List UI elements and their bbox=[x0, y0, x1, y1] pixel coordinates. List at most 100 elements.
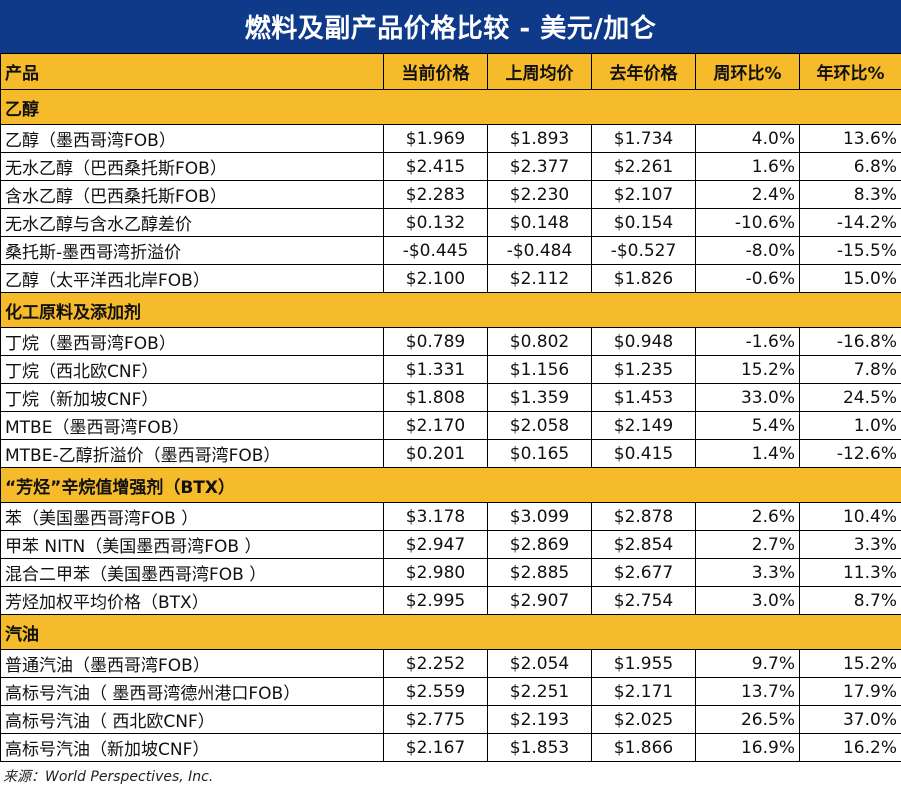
table-row: 无水乙醇与含水乙醇差价 $0.132 $0.148 $0.154 -10.6% -14.2… bbox=[0, 208, 901, 237]
table-row: 苯（美国墨西哥湾FOB ） $3.178 $3.099 $2.878 2.6% 10.4% bbox=[0, 502, 901, 531]
yoy-change: 3.3% bbox=[799, 530, 901, 559]
last-week-avg: $2.112 bbox=[487, 264, 592, 293]
product-name: 含水乙醇（巴西桑托斯FOB） bbox=[0, 180, 384, 209]
wow-change: 1.4% bbox=[695, 439, 800, 468]
last-week-avg: $1.853 bbox=[487, 733, 592, 762]
yoy-change: 37.0% bbox=[799, 705, 901, 734]
wow-change: 2.4% bbox=[695, 180, 800, 209]
last-year-price: $1.453 bbox=[591, 383, 696, 412]
table-row: 乙醇（墨西哥湾FOB） $1.969 $1.893 $1.734 4.0% 13.6% bbox=[0, 124, 901, 153]
current-price: $2.170 bbox=[383, 411, 488, 440]
last-week-avg: $1.893 bbox=[487, 124, 592, 153]
last-year-price: $1.235 bbox=[591, 355, 696, 384]
table-row: 芳烃加权平均价格（BTX） $2.995 $2.907 $2.754 3.0% 8.7% bbox=[0, 586, 901, 615]
table-row: MTBE-乙醇折溢价（墨西哥湾FOB） $0.201 $0.165 $0.415 1.4… bbox=[0, 439, 901, 468]
last-year-price: $2.149 bbox=[591, 411, 696, 440]
wow-change: 33.0% bbox=[695, 383, 800, 412]
wow-change: -0.6% bbox=[695, 264, 800, 293]
last-year-price: $2.754 bbox=[591, 586, 696, 615]
last-week-avg: $2.885 bbox=[487, 558, 592, 587]
last-week-avg: $2.193 bbox=[487, 705, 592, 734]
product-name: 苯（美国墨西哥湾FOB ） bbox=[0, 502, 384, 531]
last-year-price: $2.025 bbox=[591, 705, 696, 734]
current-price: $2.775 bbox=[383, 705, 488, 734]
last-week-avg: $2.054 bbox=[487, 649, 592, 678]
product-name: 混合二甲苯（美国墨西哥湾FOB ） bbox=[0, 558, 384, 587]
price-table: 产品 当前价格 上周均价 去年价格 周环比% 年环比% 乙醇 乙醇（墨西哥湾FOB… bbox=[0, 53, 901, 762]
yoy-change: 11.3% bbox=[799, 558, 901, 587]
table-row: 高标号汽油（ 墨西哥湾德州港口FOB） $2.559 $2.251 $2.171 13.… bbox=[0, 677, 901, 706]
last-week-avg: $0.148 bbox=[487, 208, 592, 237]
last-year-price: $2.878 bbox=[591, 502, 696, 531]
yoy-change: 10.4% bbox=[799, 502, 901, 531]
product-name: 丁烷（墨西哥湾FOB） bbox=[0, 327, 384, 356]
last-year-price: $0.948 bbox=[591, 327, 696, 356]
product-name: 无水乙醇与含水乙醇差价 bbox=[0, 208, 384, 237]
yoy-change: 6.8% bbox=[799, 152, 901, 181]
product-name: 高标号汽油（ 西北欧CNF） bbox=[0, 705, 384, 734]
yoy-change: 17.9% bbox=[799, 677, 901, 706]
wow-change: 3.0% bbox=[695, 586, 800, 615]
wow-change: 2.7% bbox=[695, 530, 800, 559]
col-header-yoy: 年环比% bbox=[799, 53, 901, 90]
table-row: 无水乙醇（巴西桑托斯FOB） $2.415 $2.377 $2.261 1.6% 6.8% bbox=[0, 152, 901, 181]
product-name: 芳烃加权平均价格（BTX） bbox=[0, 586, 384, 615]
wow-change: 26.5% bbox=[695, 705, 800, 734]
table-row: 丁烷（墨西哥湾FOB） $0.789 $0.802 $0.948 -1.6% -16.8% bbox=[0, 327, 901, 356]
product-name: 丁烷（新加坡CNF） bbox=[0, 383, 384, 412]
yoy-change: -14.2% bbox=[799, 208, 901, 237]
yoy-change: 8.7% bbox=[799, 586, 901, 615]
last-week-avg: $2.869 bbox=[487, 530, 592, 559]
section-row: 化工原料及添加剂 bbox=[0, 292, 901, 328]
page-title: 燃料及副产品价格比较 - 美元/加仑 bbox=[0, 0, 901, 53]
product-name: 桑托斯-墨西哥湾折溢价 bbox=[0, 236, 384, 265]
last-week-avg: $0.802 bbox=[487, 327, 592, 356]
yoy-change: 24.5% bbox=[799, 383, 901, 412]
product-name: 无水乙醇（巴西桑托斯FOB） bbox=[0, 152, 384, 181]
wow-change: 5.4% bbox=[695, 411, 800, 440]
product-name: 高标号汽油（ 墨西哥湾德州港口FOB） bbox=[0, 677, 384, 706]
current-price: $2.415 bbox=[383, 152, 488, 181]
table-row: 丁烷（西北欧CNF） $1.331 $1.156 $1.235 15.2% 7.8% bbox=[0, 355, 901, 384]
last-year-price: $1.826 bbox=[591, 264, 696, 293]
current-price: $0.132 bbox=[383, 208, 488, 237]
section-title: “芳烃”辛烷值增强剂（BTX） bbox=[0, 467, 901, 503]
current-price: $2.167 bbox=[383, 733, 488, 762]
product-name: 丁烷（西北欧CNF） bbox=[0, 355, 384, 384]
last-year-price: $0.415 bbox=[591, 439, 696, 468]
last-year-price: $2.854 bbox=[591, 530, 696, 559]
current-price: $2.559 bbox=[383, 677, 488, 706]
current-price: $1.969 bbox=[383, 124, 488, 153]
table-body: 乙醇 乙醇（墨西哥湾FOB） $1.969 $1.893 $1.734 4.0% 13.6%… bbox=[0, 89, 901, 762]
last-year-price: $2.107 bbox=[591, 180, 696, 209]
last-year-price: $2.261 bbox=[591, 152, 696, 181]
current-price: $3.178 bbox=[383, 502, 488, 531]
last-week-avg: $2.907 bbox=[487, 586, 592, 615]
last-week-avg: $2.230 bbox=[487, 180, 592, 209]
col-header-current: 当前价格 bbox=[383, 53, 488, 90]
current-price: $0.201 bbox=[383, 439, 488, 468]
section-row: “芳烃”辛烷值增强剂（BTX） bbox=[0, 467, 901, 503]
current-price: $2.995 bbox=[383, 586, 488, 615]
current-price: $2.283 bbox=[383, 180, 488, 209]
wow-change: -10.6% bbox=[695, 208, 800, 237]
wow-change: 13.7% bbox=[695, 677, 800, 706]
table-row: 丁烷（新加坡CNF） $1.808 $1.359 $1.453 33.0% 24.5% bbox=[0, 383, 901, 412]
table-row: MTBE（墨西哥湾FOB） $2.170 $2.058 $2.149 5.4% 1.0% bbox=[0, 411, 901, 440]
last-week-avg: $3.099 bbox=[487, 502, 592, 531]
current-price: $0.789 bbox=[383, 327, 488, 356]
yoy-change: 1.0% bbox=[799, 411, 901, 440]
section-title: 乙醇 bbox=[0, 89, 901, 125]
current-price: $1.808 bbox=[383, 383, 488, 412]
wow-change: 15.2% bbox=[695, 355, 800, 384]
table-row: 乙醇（太平洋西北岸FOB） $2.100 $2.112 $1.826 -0.6% 15.0… bbox=[0, 264, 901, 293]
last-year-price: -$0.527 bbox=[591, 236, 696, 265]
last-year-price: $1.866 bbox=[591, 733, 696, 762]
header-row: 产品 当前价格 上周均价 去年价格 周环比% 年环比% bbox=[0, 53, 901, 90]
current-price: $1.331 bbox=[383, 355, 488, 384]
last-year-price: $0.154 bbox=[591, 208, 696, 237]
section-row: 汽油 bbox=[0, 614, 901, 650]
last-week-avg: $1.359 bbox=[487, 383, 592, 412]
product-name: 甲苯 NITN（美国墨西哥湾FOB ） bbox=[0, 530, 384, 559]
section-title: 汽油 bbox=[0, 614, 901, 650]
